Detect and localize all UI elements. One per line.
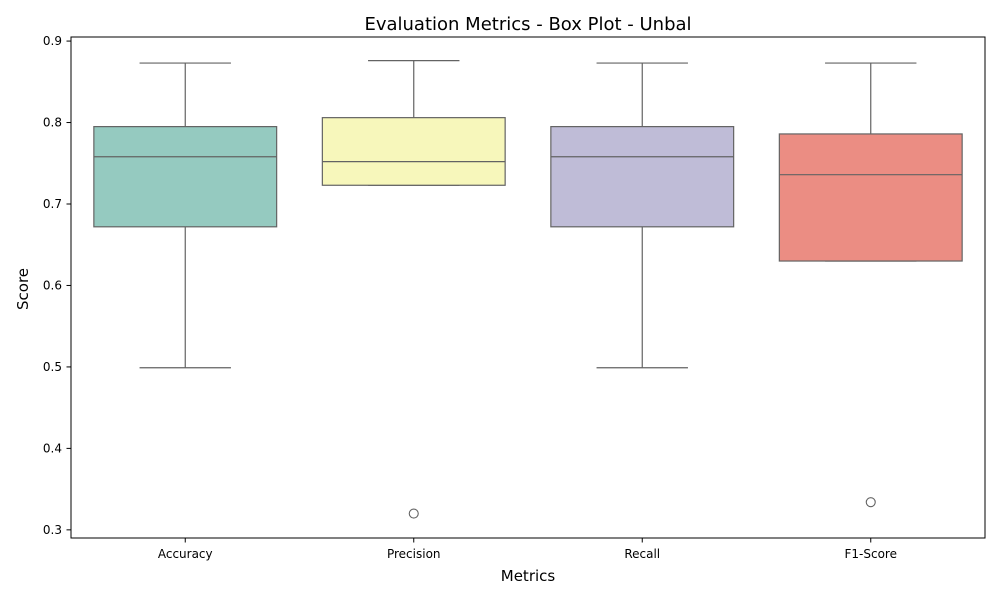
x-axis-title: Metrics <box>501 567 556 585</box>
x-tick-label: Precision <box>387 547 441 561</box>
y-tick-label: 0.4 <box>43 441 62 455</box>
outlier-point <box>865 497 876 508</box>
x-tick-label: F1-Score <box>845 547 897 561</box>
iqr-box <box>93 126 278 228</box>
box-group-precision <box>321 60 506 519</box>
y-axis-title: Score <box>14 268 32 310</box>
iqr-box <box>778 133 963 262</box>
y-tick-label: 0.7 <box>43 197 62 211</box>
box-group-accuracy <box>93 62 278 369</box>
iqr-box <box>321 117 506 186</box>
axes: Accuracy Precision Recall F1-Score 0.3 0.4 0.5… <box>43 34 986 561</box>
box-group-recall <box>550 62 735 369</box>
x-tick-label: Recall <box>624 547 660 561</box>
box-group-f1-score <box>778 62 963 508</box>
outlier-point <box>408 508 419 519</box>
y-tick-label: 0.9 <box>43 34 62 48</box>
plot-area <box>93 60 963 519</box>
x-tick-label: Accuracy <box>158 547 213 561</box>
plot-frame <box>70 36 986 539</box>
y-tick-label: 0.5 <box>43 360 62 374</box>
chart-title: Evaluation Metrics - Box Plot - Unbal <box>364 14 691 35</box>
y-tick-label: 0.8 <box>43 116 62 130</box>
y-tick-label: 0.6 <box>43 278 62 292</box>
iqr-box <box>550 126 735 228</box>
y-tick-label: 0.3 <box>43 523 62 537</box>
